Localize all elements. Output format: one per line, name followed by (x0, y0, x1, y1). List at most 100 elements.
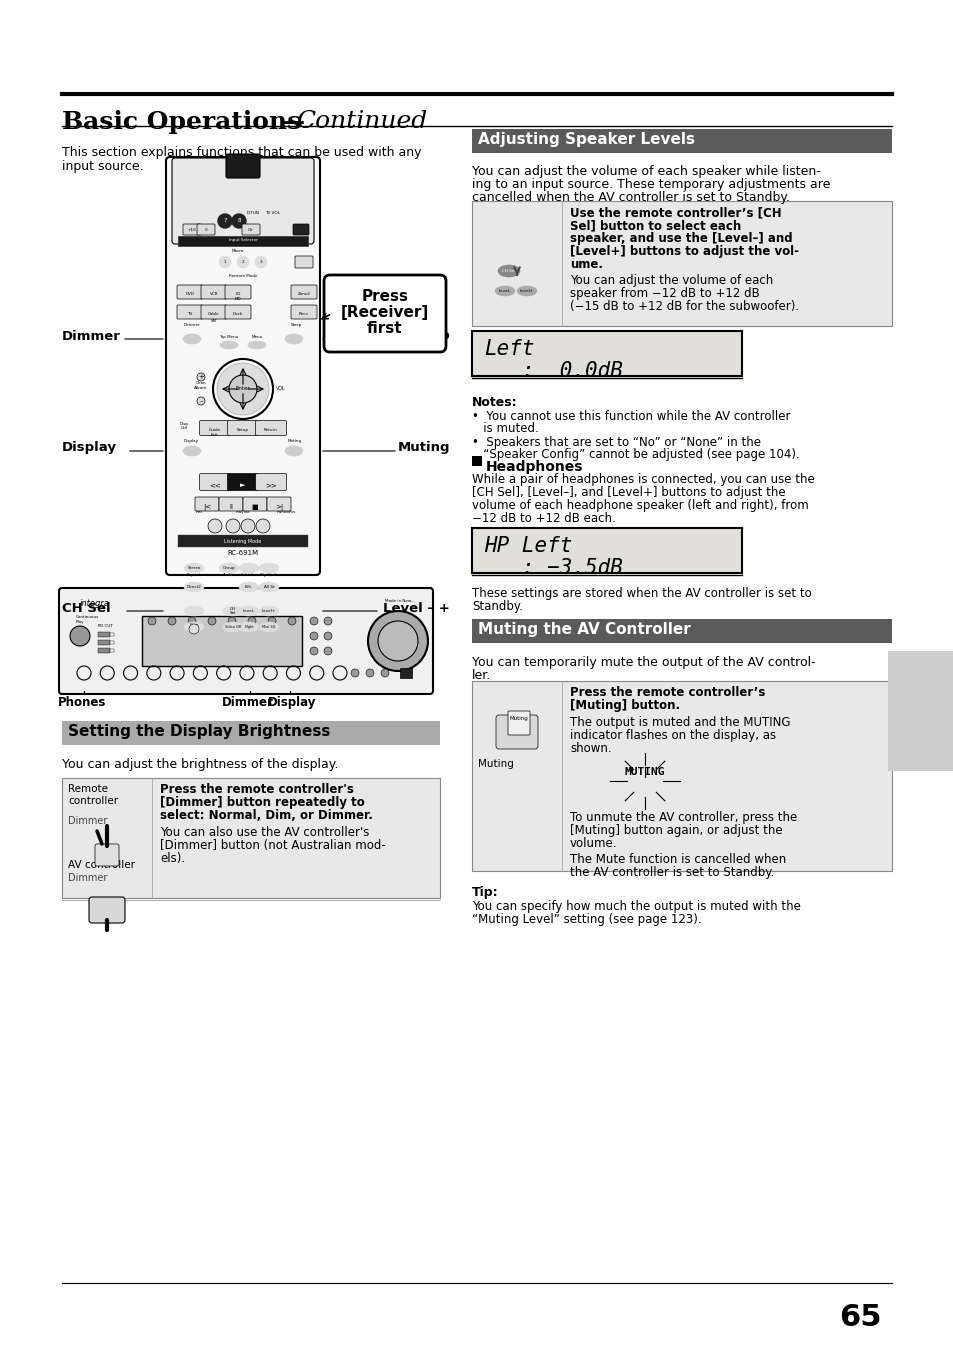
Ellipse shape (239, 607, 258, 616)
Text: Disp
Ctrl: Disp Ctrl (179, 422, 189, 431)
Text: Level-: Level- (498, 289, 511, 293)
Text: Subtitle: Subtitle (241, 573, 256, 577)
FancyBboxPatch shape (177, 285, 203, 299)
Bar (110, 634, 113, 636)
Text: Muting: Muting (509, 716, 528, 721)
Text: Repeat: Repeat (187, 573, 201, 577)
Text: TV VOL: TV VOL (265, 211, 280, 215)
Text: Level – +: Level – + (383, 601, 450, 615)
Text: Notes:: Notes: (472, 396, 517, 409)
Text: Setup: Setup (236, 428, 249, 432)
Circle shape (255, 519, 270, 534)
FancyBboxPatch shape (324, 276, 446, 353)
FancyBboxPatch shape (201, 285, 227, 299)
Circle shape (324, 647, 332, 655)
Text: L.Freq: L.Freq (98, 640, 111, 644)
FancyBboxPatch shape (194, 497, 219, 511)
FancyBboxPatch shape (267, 497, 291, 511)
Text: All St: All St (263, 585, 274, 589)
Circle shape (254, 255, 267, 267)
Bar (98, 632, 110, 638)
Ellipse shape (285, 446, 303, 457)
Text: Remote
controller: Remote controller (68, 784, 118, 805)
Text: MUTING: MUTING (624, 767, 664, 777)
Ellipse shape (239, 563, 258, 573)
Text: –: – (199, 399, 203, 404)
Text: Video Off: Video Off (225, 626, 241, 630)
Text: 2: 2 (241, 259, 244, 263)
FancyBboxPatch shape (496, 715, 537, 748)
Text: [Receiver]: [Receiver] (340, 305, 429, 320)
Ellipse shape (497, 265, 519, 277)
FancyBboxPatch shape (293, 224, 309, 235)
Text: is muted.: is muted. (472, 422, 538, 435)
Text: •  You cannot use this function while the AV controller: • You cannot use this function while the… (472, 409, 790, 423)
Bar (399, 667, 412, 678)
Text: Display: Display (268, 696, 315, 709)
FancyBboxPatch shape (196, 224, 214, 235)
Text: Clr: Clr (248, 228, 253, 232)
Ellipse shape (258, 563, 278, 573)
FancyBboxPatch shape (243, 497, 267, 511)
Text: Listening Mode: Listening Mode (224, 539, 261, 543)
Circle shape (218, 213, 232, 228)
Bar (110, 640, 113, 644)
Ellipse shape (239, 621, 258, 632)
Text: Made in New...: Made in New... (385, 598, 415, 603)
Text: Muting: Muting (288, 439, 302, 443)
FancyBboxPatch shape (177, 305, 203, 319)
Text: Mini SQ: Mini SQ (262, 626, 275, 630)
Circle shape (196, 397, 205, 405)
Text: [Dimmer] button (not Australian mod-: [Dimmer] button (not Australian mod- (160, 839, 385, 852)
Bar (98, 640, 110, 644)
Circle shape (216, 363, 269, 415)
Text: RC-691M: RC-691M (227, 550, 258, 557)
Text: Guide
Exit: Guide Exit (209, 428, 221, 436)
Circle shape (368, 611, 428, 671)
Text: cancelled when the AV controller is set to Standby.: cancelled when the AV controller is set … (472, 190, 789, 204)
Text: Adjusting Speaker Levels: Adjusting Speaker Levels (477, 132, 695, 147)
Ellipse shape (258, 607, 278, 616)
Text: You can adjust the volume of each speaker while listen-: You can adjust the volume of each speake… (472, 165, 820, 178)
Bar (472, 681, 891, 871)
Circle shape (236, 255, 249, 267)
Text: CH Sel: CH Sel (502, 269, 516, 273)
Bar (472, 457, 481, 466)
Text: Left: Left (483, 339, 534, 359)
Text: Basic Operations: Basic Operations (62, 109, 301, 134)
Text: volume.: volume. (569, 838, 617, 850)
Text: Use the remote controller’s [CH: Use the remote controller’s [CH (569, 205, 781, 219)
Text: —: — (280, 109, 305, 134)
Text: ing to an input source. These temporary adjustments are: ing to an input source. These temporary … (472, 178, 829, 190)
FancyBboxPatch shape (294, 255, 313, 267)
FancyBboxPatch shape (201, 305, 227, 319)
Text: You can adjust the volume of each: You can adjust the volume of each (569, 274, 773, 286)
Text: Night: Night (244, 626, 253, 630)
Text: ■: ■ (252, 504, 258, 509)
Circle shape (229, 376, 256, 403)
Text: [Muting] button.: [Muting] button. (569, 698, 679, 712)
FancyBboxPatch shape (225, 285, 251, 299)
Text: +: + (198, 374, 204, 380)
Text: Phones: Phones (58, 696, 106, 709)
Ellipse shape (258, 582, 278, 592)
Text: CH
Sel: CH Sel (230, 607, 236, 615)
Text: Muting: Muting (397, 442, 450, 454)
Bar (178, 535, 308, 547)
Text: [Dimmer] button repeatedly to: [Dimmer] button repeatedly to (160, 796, 364, 809)
Text: speaker, and use the [Level–] and: speaker, and use the [Level–] and (569, 232, 792, 245)
Ellipse shape (183, 334, 201, 345)
Text: The output is muted and the MUTING: The output is muted and the MUTING (569, 716, 790, 730)
Text: These settings are stored when the AV controller is set to: These settings are stored when the AV co… (472, 586, 811, 600)
Bar (62, 778, 439, 898)
Text: Headphones: Headphones (485, 459, 583, 474)
Circle shape (288, 617, 295, 626)
Circle shape (310, 617, 317, 626)
Text: +10: +10 (188, 228, 196, 232)
Text: B.S.: B.S. (245, 585, 253, 589)
Text: : −3.5dB: : −3.5dB (483, 558, 622, 578)
Text: D.TUN: D.TUN (246, 211, 259, 215)
Text: Return: Return (264, 428, 277, 432)
Text: >|: >| (274, 504, 283, 511)
Text: >>: >> (265, 482, 276, 488)
